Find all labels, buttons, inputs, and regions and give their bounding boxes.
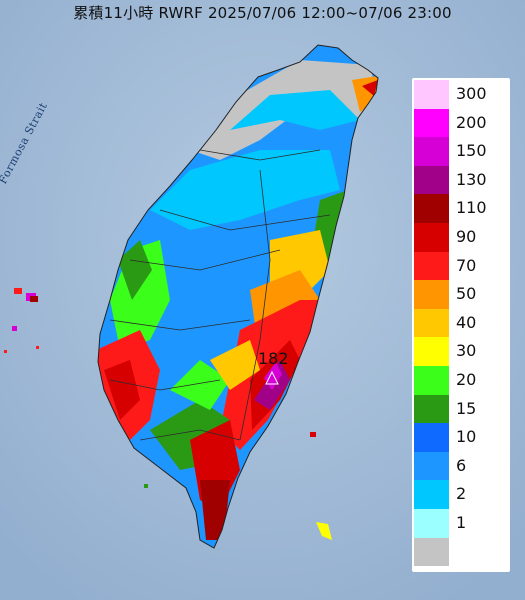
- legend-label: 1: [456, 513, 467, 532]
- legend-swatch: [414, 394, 449, 424]
- legend-swatch: [414, 423, 449, 452]
- legend-swatch: [414, 451, 449, 481]
- legend-swatch: [414, 480, 449, 509]
- legend-label: 10: [456, 427, 477, 447]
- legend-label: 110: [456, 198, 487, 218]
- legend-label: 2: [456, 484, 467, 504]
- legend-label: 40: [456, 312, 477, 332]
- legend-swatch: [414, 137, 449, 166]
- legend-swatch: [414, 509, 449, 538]
- legend-label: 150: [456, 141, 487, 161]
- legend-swatch: [414, 537, 449, 567]
- legend-label: 130: [456, 169, 487, 189]
- legend-swatch: [414, 337, 449, 366]
- legend-label: 200: [456, 112, 487, 132]
- legend-label: 6: [456, 455, 467, 475]
- legend-swatch: [414, 108, 449, 138]
- legend-swatch: [414, 366, 449, 395]
- legend-label: 50: [456, 284, 477, 304]
- legend-swatch: [414, 223, 449, 252]
- legend-swatch: [414, 194, 449, 223]
- legend-label: 300: [456, 84, 487, 103]
- legend-label: 30: [456, 341, 477, 361]
- peak-marker-icon: [265, 370, 279, 385]
- legend-label: 70: [456, 255, 477, 275]
- offshore-islands: [4, 288, 332, 540]
- legend-swatch: [414, 280, 449, 309]
- legend-swatch: [414, 308, 449, 338]
- legend-swatch: [414, 80, 449, 109]
- map-title: 累積11小時 RWRF 2025/07/06 12:00~07/06 23:00: [73, 4, 452, 22]
- legend-swatch: [414, 165, 449, 195]
- peak-value: 182: [258, 349, 289, 368]
- legend-label: 90: [456, 227, 477, 246]
- coastline: [97, 44, 379, 549]
- legend-swatch: [414, 251, 449, 281]
- legend-label: 20: [456, 370, 477, 389]
- rainfall-legend: 300 200 150 130 110 90 70 50 40 30 20 15 10 6 2 1: [412, 78, 510, 572]
- legend-label: 15: [456, 398, 477, 418]
